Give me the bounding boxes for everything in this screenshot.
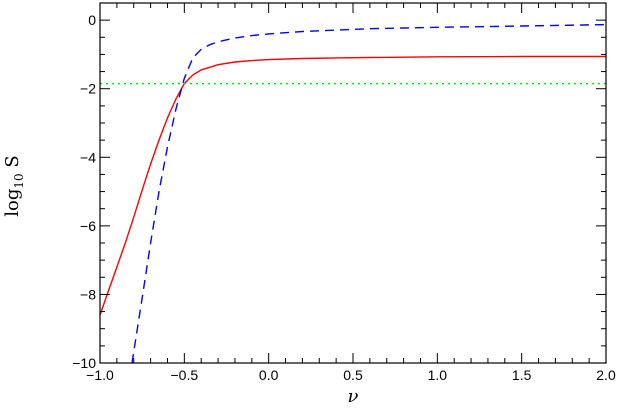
y-tick-label: 0	[88, 12, 96, 28]
blue-dashed-line	[131, 23, 607, 364]
red-solid-line	[99, 55, 606, 316]
y-tick-label: −10	[72, 355, 96, 371]
y-tick-label: −8	[80, 286, 96, 302]
x-axis-title: ν	[348, 386, 359, 407]
y-axis-title-subscript: 10	[12, 173, 26, 188]
y-axis-title-tail: S	[2, 155, 23, 173]
series-layer	[99, 23, 607, 364]
x-tick-label: 0.5	[343, 367, 363, 383]
x-tick-label: −0.5	[171, 367, 199, 383]
x-tick-label: 0.0	[259, 367, 279, 383]
x-tick-label: −1.0	[86, 367, 114, 383]
x-tick-label: 1.5	[512, 367, 532, 383]
tick-layer: −1.0 −0.5 0.0 0.5 1.0 1.5 2.0 0 −2 −4 −6 −8 −10	[72, 3, 616, 383]
x-tick-label: 1.0	[428, 367, 448, 383]
x-tick-label: 2.0	[596, 367, 616, 383]
y-tick-label: −4	[80, 149, 96, 165]
y-axis-title-main: log	[2, 189, 23, 217]
y-tick-label: −2	[80, 81, 96, 97]
y-tick-label: −6	[80, 218, 96, 234]
y-axis-title: log10 S	[2, 155, 26, 216]
